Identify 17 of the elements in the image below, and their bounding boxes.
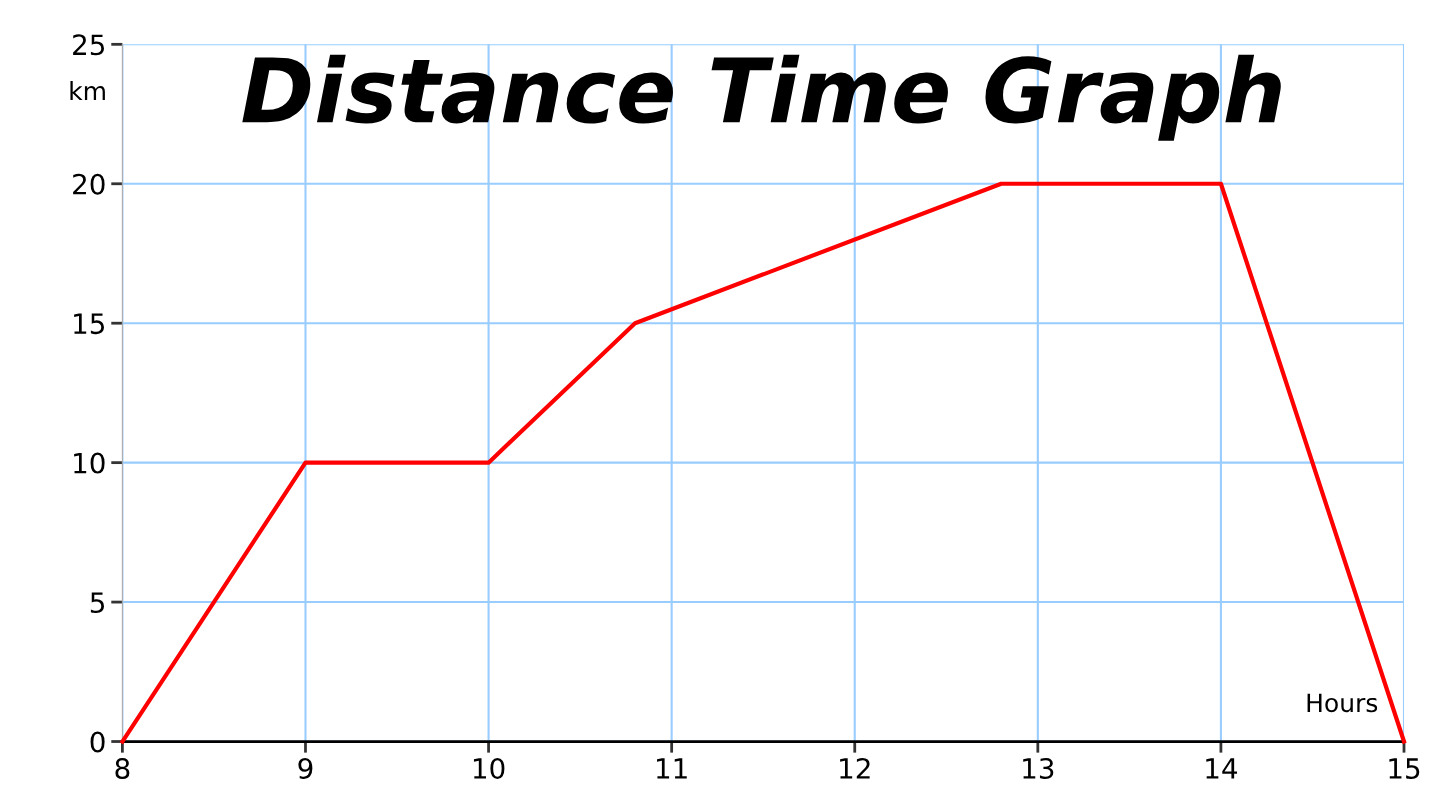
x-tick-label: 13 xyxy=(1023,757,1054,779)
x-tick-label: 15 xyxy=(1389,758,1420,779)
x-axis-title: Hours xyxy=(1307,693,1378,713)
y-tick-label: 25 xyxy=(73,34,104,56)
y-tick-label: 0 xyxy=(90,731,105,753)
y-axis-title: km xyxy=(70,81,105,101)
x-tick-label: 10 xyxy=(473,757,505,779)
x-tick-label: 12 xyxy=(840,757,870,779)
y-tick-label: 10 xyxy=(74,452,105,474)
x-tick-label: 14 xyxy=(1206,758,1238,779)
x-tick-label: 8 xyxy=(115,757,130,779)
y-tick-label: 20 xyxy=(73,173,105,195)
x-tick-label: 9 xyxy=(298,757,313,779)
x-tick-label: 11 xyxy=(657,758,687,779)
chart-title: Distance Time Graph xyxy=(242,54,1281,141)
y-tick-label: 15 xyxy=(74,313,104,335)
y-tick-label: 5 xyxy=(90,592,104,614)
